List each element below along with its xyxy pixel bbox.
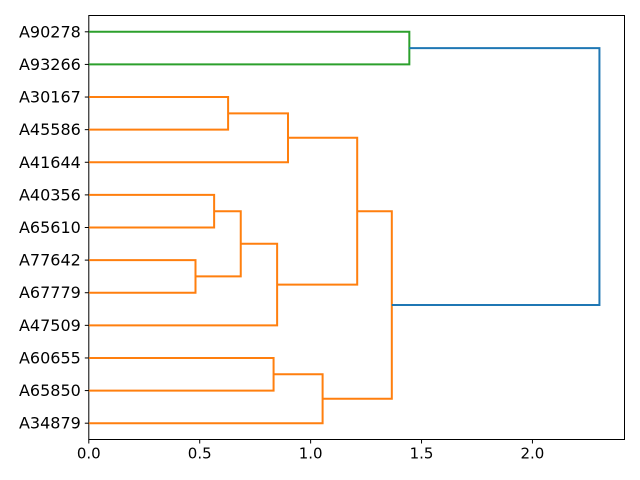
leaf-label: A65610 (19, 218, 81, 237)
dendrogram-link (277, 136, 359, 286)
leaf-label: A34879 (19, 414, 81, 433)
dendrogram-link (88, 96, 230, 131)
dendrogram-link (88, 242, 279, 327)
dendrogram-link (88, 373, 324, 425)
x-tick-label: 0.5 (188, 445, 212, 463)
x-tick-label: 2.0 (521, 445, 545, 463)
leaf-label: A77642 (19, 251, 81, 270)
dendrogram-link (195, 210, 242, 278)
leaf-label: A47509 (19, 316, 81, 335)
leaf-label: A67779 (19, 283, 81, 302)
x-tick-label: 1.5 (410, 445, 434, 463)
dendrogram-link (391, 47, 601, 306)
leaf-label: A40356 (19, 185, 81, 204)
x-tick-label: 0.0 (77, 445, 101, 463)
leaf-label: A93266 (19, 55, 81, 74)
leaf-label: A30167 (19, 88, 81, 107)
dendrogram-link (88, 193, 216, 229)
leaf-label: A65850 (19, 381, 81, 400)
dendrogram-link (88, 356, 275, 392)
leaf-label: A60655 (19, 348, 81, 367)
dendrogram-link (88, 112, 289, 164)
dendrogram-link (88, 259, 197, 294)
dendrogram-link (88, 30, 411, 66)
leaf-label: A41644 (19, 153, 81, 172)
leaf-label: A45586 (19, 120, 81, 139)
leaf-label: A90278 (19, 22, 81, 41)
x-tick-label: 1.0 (299, 445, 323, 463)
